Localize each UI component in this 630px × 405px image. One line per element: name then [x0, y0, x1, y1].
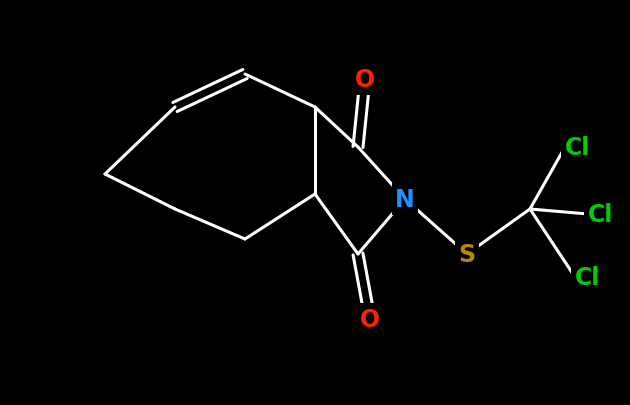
Text: N: N [395, 188, 415, 211]
Text: S: S [459, 243, 476, 266]
Text: O: O [360, 307, 380, 331]
Text: Cl: Cl [588, 202, 614, 226]
Text: Cl: Cl [575, 265, 600, 289]
Text: Cl: Cl [565, 136, 590, 160]
Text: O: O [355, 68, 375, 92]
